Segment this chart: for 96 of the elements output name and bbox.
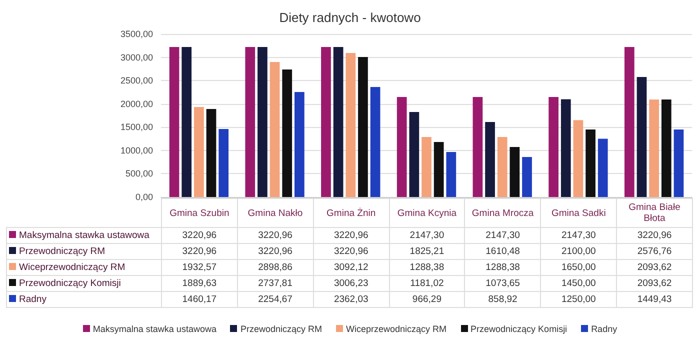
y-tick-label: 1000,00 <box>120 145 153 156</box>
text: Przewodniczący Komisji <box>470 324 568 334</box>
data-label: 3220,96 <box>237 228 314 244</box>
x-tick-label: Gmina Żnin <box>313 198 390 228</box>
x-tick-label: Gmina Sadki <box>540 198 617 228</box>
data-label: 1073,65 <box>464 276 541 292</box>
bar <box>573 120 584 197</box>
data-label: 3220,96 <box>162 244 238 260</box>
data-label: 3220,96 <box>616 228 692 244</box>
data-label: 2093,62 <box>616 276 692 292</box>
legend-label: Maksymalna stawka ustawowa <box>6 228 162 244</box>
legend-label: Wiceprzewodniczący RM <box>6 260 162 276</box>
bar <box>194 107 204 197</box>
data-label: 1449,43 <box>616 292 692 308</box>
data-label: 1932,57 <box>162 260 238 276</box>
bar <box>245 46 256 197</box>
data-label: 2737,81 <box>237 276 314 292</box>
bar <box>396 96 407 197</box>
data-label: 1288,38 <box>464 260 541 276</box>
data-label: 1610,48 <box>464 244 541 260</box>
data-label: 966,29 <box>389 292 465 308</box>
data-label: 3220,96 <box>313 228 390 244</box>
y-tick-label: 500,00 <box>125 168 153 179</box>
data-label: 2576,76 <box>616 244 692 260</box>
bar <box>485 122 495 197</box>
chart-title: Diety radnych - kwotowo <box>279 10 421 25</box>
data-label: 2093,62 <box>616 260 692 276</box>
legend-label: Przewodniczący Komisji <box>6 276 162 292</box>
bar <box>497 137 508 197</box>
data-label: 2147,30 <box>464 228 541 244</box>
text: Radny <box>19 294 46 305</box>
data-label: 2254,67 <box>237 292 314 308</box>
y-tick-label: 2000,00 <box>120 98 153 109</box>
bar <box>321 46 331 197</box>
data-label: 1181,02 <box>389 276 465 292</box>
bar <box>560 99 571 197</box>
data-label: 3220,96 <box>313 244 390 260</box>
bar <box>434 142 444 197</box>
bar <box>548 96 558 197</box>
bar <box>422 137 432 197</box>
data-label: 3006,23 <box>313 276 390 292</box>
data-label: 1250,00 <box>540 292 617 308</box>
data-label: 1825,21 <box>389 244 465 260</box>
y-tick-label: 2500,00 <box>120 76 153 86</box>
data-label: 2898,86 <box>237 260 314 276</box>
data-label: 1288,38 <box>389 260 465 276</box>
y-tick-label: 0,00 <box>135 192 153 202</box>
x-tick-label: Gmina Szubin <box>162 198 238 228</box>
data-label: 3092,12 <box>313 260 390 276</box>
bar <box>282 69 292 197</box>
bar <box>409 112 420 197</box>
bar <box>358 56 368 197</box>
bar <box>510 147 520 197</box>
bar <box>270 62 280 197</box>
bar <box>446 152 456 197</box>
data-label: 2100,00 <box>540 244 617 260</box>
data-label: 858,92 <box>464 292 541 308</box>
data-label: 1450,00 <box>540 276 617 292</box>
x-tick-label: Gmina Kcynia <box>389 198 465 228</box>
x-tick-label: Gmina Nakło <box>237 198 314 228</box>
text: Przewodniczący RM <box>240 324 322 334</box>
data-label: 3220,96 <box>237 244 314 260</box>
data-label: 2147,30 <box>389 228 465 244</box>
bar <box>294 92 304 197</box>
bar <box>333 46 344 197</box>
data-label: 2362,03 <box>313 292 390 308</box>
bar <box>258 46 268 197</box>
data-label: 3220,96 <box>162 228 238 244</box>
legend-label: Radny <box>590 324 618 334</box>
y-tick-label: 3000,00 <box>120 52 153 62</box>
text: Wiceprzewodniczący RM <box>346 324 447 334</box>
bar <box>636 76 647 197</box>
data-label: 1650,00 <box>540 260 617 276</box>
legend-label: Przewodniczący RM <box>6 244 162 260</box>
bar <box>169 46 180 197</box>
bar <box>346 52 356 197</box>
bar <box>624 46 634 197</box>
y-tick-label: 1500,00 <box>120 122 153 132</box>
bar <box>649 99 659 197</box>
data-label: 1889,63 <box>162 276 238 292</box>
x-tick-label: Gmina Białe Błota <box>616 198 692 228</box>
bar <box>586 129 596 197</box>
bar <box>370 86 380 197</box>
bar <box>206 108 216 197</box>
x-tick-label: Gmina Mrocza <box>464 198 541 228</box>
data-label: 1460,17 <box>162 292 238 308</box>
bar <box>522 157 532 197</box>
bar <box>674 130 684 197</box>
bar <box>598 138 608 197</box>
data-label: 2147,30 <box>540 228 617 244</box>
bar <box>218 129 229 197</box>
bar <box>472 96 483 197</box>
bar <box>182 46 192 197</box>
bar <box>661 99 672 197</box>
text: Maksymalna stawka ustawowa <box>92 324 216 334</box>
y-tick-label: 3500,00 <box>120 29 153 39</box>
